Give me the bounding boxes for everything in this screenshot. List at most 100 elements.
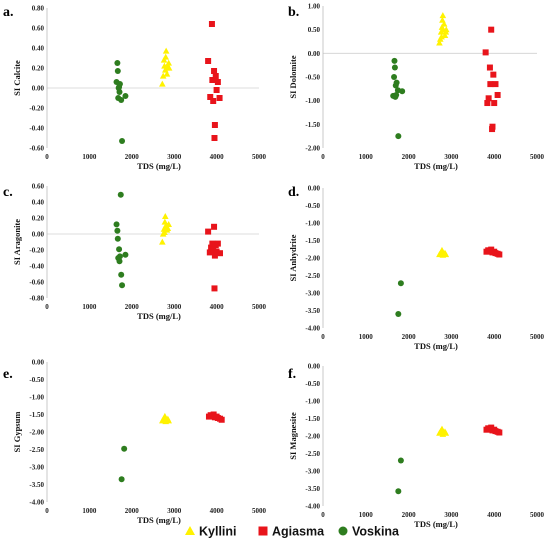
y-tick-label: -0.80 <box>29 295 44 303</box>
data-point-agiasma <box>205 58 212 64</box>
data-point-agiasma <box>212 73 219 79</box>
y-tick-label: 0.00 <box>308 363 321 371</box>
x-tick-label: 0 <box>321 333 325 341</box>
data-point-agiasma <box>211 135 218 141</box>
data-point-kyllini <box>159 80 166 87</box>
data-point-voskina <box>391 64 398 71</box>
data-point-kyllini <box>165 417 172 424</box>
data-point-voskina <box>114 60 121 66</box>
x-tick-label: 4000 <box>210 507 225 515</box>
data-point-kyllini <box>164 225 172 231</box>
data-point-agiasma <box>214 79 221 85</box>
data-point-kyllini <box>161 213 169 219</box>
series-agiasma <box>205 21 223 141</box>
data-point-agiasma <box>489 123 496 130</box>
y-tick-label: -3.00 <box>305 468 320 476</box>
data-point-agiasma <box>211 68 218 74</box>
y-tick-label: -3.50 <box>305 307 320 315</box>
data-point-agiasma <box>206 249 213 256</box>
legend-label: Kyllini <box>199 525 237 539</box>
y-tick-label: -2.00 <box>305 433 320 441</box>
x-tick-label: 4000 <box>487 153 502 161</box>
series-voskina <box>390 57 406 140</box>
data-point-kyllini <box>442 251 450 258</box>
data-point-voskina <box>393 79 400 86</box>
x-tick-label: 1000 <box>82 303 97 311</box>
data-point-voskina <box>114 235 121 242</box>
panel-1: a. -0.60 -0.40 -0.20 0.00 0.20 0.40 0.60 0.80 0 10… <box>3 5 267 172</box>
y-axis-label: SI Dolomite <box>288 55 298 98</box>
y-tick-label: -2.50 <box>305 450 320 458</box>
y-tick-label: -0.20 <box>29 105 44 113</box>
series-kyllini <box>436 425 450 437</box>
legend-item-agiasma: Agiasma <box>258 525 325 539</box>
data-point-agiasma <box>492 81 499 88</box>
data-point-kyllini <box>161 218 169 225</box>
data-point-agiasma <box>486 64 493 71</box>
data-point-agiasma <box>216 95 223 101</box>
data-point-agiasma <box>482 49 489 56</box>
y-tick-label: 0.00 <box>32 359 45 367</box>
data-point-voskina <box>395 488 402 495</box>
legend: Kyllini Agiasma Voskina <box>185 525 400 539</box>
y-tick-label: 0.20 <box>32 215 45 223</box>
y-axis-label: SI Aragonite <box>12 219 22 265</box>
data-point-agiasma <box>496 251 503 258</box>
y-tick-label: -2.50 <box>29 446 44 454</box>
data-point-voskina <box>119 138 126 144</box>
y-tick-label: -3.00 <box>29 464 44 472</box>
data-point-kyllini <box>439 248 446 255</box>
data-point-voskina <box>395 311 402 317</box>
data-point-agiasma <box>213 87 220 93</box>
panel-label: f. <box>288 367 296 382</box>
y-tick-label: -1.00 <box>29 394 44 402</box>
y-tick-label: -0.60 <box>29 279 44 287</box>
x-axis-label: TDS (mg/L) <box>414 341 458 351</box>
x-tick-label: 3000 <box>444 511 459 519</box>
panel-label: c. <box>3 185 13 200</box>
data-point-agiasma <box>209 77 216 83</box>
x-axis-label: TDS (mg/L) <box>414 161 458 171</box>
x-tick-label: 3000 <box>444 153 459 161</box>
data-point-kyllini <box>161 414 169 421</box>
data-point-kyllini <box>165 64 173 71</box>
data-point-voskina <box>397 280 404 287</box>
series-agiasma <box>482 26 501 133</box>
data-point-agiasma <box>491 100 498 107</box>
series-voskina <box>113 191 129 289</box>
x-tick-label: 5000 <box>530 511 545 519</box>
data-point-voskina <box>391 74 398 80</box>
panel-6: f. -4.00 -3.50 -3.00 -2.50 -2.00 -1.50 -1.00 -0.… <box>288 363 545 530</box>
data-point-kyllini <box>441 31 449 38</box>
data-point-agiasma <box>209 240 216 247</box>
data-point-agiasma <box>211 252 218 259</box>
data-point-kyllini <box>442 429 450 436</box>
y-tick-label: 0.60 <box>32 183 45 191</box>
data-point-agiasma <box>211 122 218 128</box>
panel-label: b. <box>288 5 299 20</box>
data-point-kyllini <box>165 221 172 227</box>
x-tick-label: 1000 <box>359 333 374 341</box>
data-point-kyllini <box>442 26 450 33</box>
y-axis-label: SI Magnesite <box>288 412 298 460</box>
x-tick-label: 4000 <box>210 303 225 311</box>
data-point-kyllini <box>165 59 172 66</box>
y-tick-label: 0.20 <box>32 65 45 73</box>
x-axis-label: TDS (mg/L) <box>137 515 181 525</box>
legend-marker-square <box>258 526 268 536</box>
x-tick-label: 1000 <box>82 507 97 515</box>
y-tick-label: -1.50 <box>305 415 320 423</box>
x-tick-label: 1000 <box>359 153 374 161</box>
panel-2: b. -2.00 -1.50 -1.00 -0.50 0.00 0.50 1.00 0 1000 2… <box>288 3 545 172</box>
data-point-voskina <box>116 246 123 253</box>
series-kyllini <box>159 213 172 245</box>
x-tick-label: 0 <box>321 511 325 519</box>
series-kyllini <box>436 246 450 258</box>
data-point-voskina <box>116 253 123 260</box>
x-tick-label: 2000 <box>402 153 417 161</box>
y-tick-label: -0.40 <box>29 263 44 271</box>
x-tick-label: 2000 <box>402 333 417 341</box>
x-tick-label: 1000 <box>82 153 97 161</box>
x-axis-label: TDS (mg/L) <box>137 311 181 321</box>
data-point-kyllini <box>439 427 446 433</box>
